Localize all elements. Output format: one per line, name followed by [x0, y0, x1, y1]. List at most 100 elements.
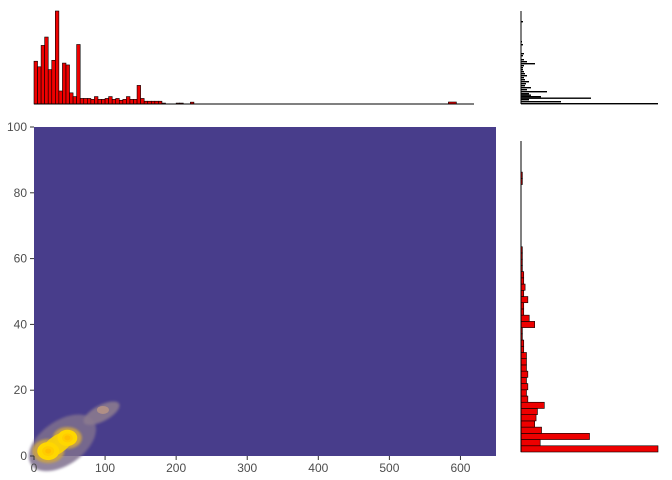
corner-hist-bar	[521, 63, 535, 65]
x-hist-bar	[55, 10, 60, 105]
x-hist-bar	[136, 85, 141, 105]
x-marginal-histogram	[33, 10, 474, 105]
y-hist-bar	[520, 395, 529, 403]
x-hist-bar	[72, 96, 77, 105]
y-hist-bar	[520, 408, 538, 415]
corner-marginal-histogram	[520, 11, 658, 105]
x-tick-label: 0	[31, 461, 38, 475]
corner-hist-bar	[521, 89, 527, 91]
y-hist-bar	[520, 370, 529, 378]
x-hist-bar	[104, 98, 109, 105]
density-bridge	[41, 431, 74, 458]
density-contours	[28, 401, 120, 472]
corner-hist-bar	[521, 91, 547, 93]
x-axis: 0 100 200 300 400 500 600	[31, 456, 471, 475]
y-hist-bar	[520, 426, 542, 434]
x-tick-label: 100	[95, 461, 115, 475]
x-hist-bar	[118, 99, 124, 105]
y-hist-bar	[520, 283, 526, 291]
x-hist-bar	[87, 98, 92, 105]
y-hist-bar	[520, 439, 541, 447]
x-hist-bar	[69, 92, 74, 105]
corner-hist-bar	[521, 93, 529, 95]
corner-hist-bar	[521, 85, 525, 87]
y-hist-bar	[520, 296, 529, 304]
corner-hist-bar	[521, 79, 525, 81]
x-hist-bar	[126, 96, 131, 105]
corner-hist-bar	[521, 65, 524, 67]
y-hist-bar	[520, 352, 527, 360]
corner-hist-bar	[521, 53, 524, 55]
y-hist-bar	[520, 383, 529, 391]
y-hist-bar	[520, 445, 659, 453]
y-hist-bar	[520, 401, 545, 409]
y-axis: 0 20 40 60 80 100	[7, 120, 34, 463]
x-hist-bar	[122, 99, 127, 105]
x-hist-bar	[111, 99, 117, 105]
corner-hist-bar	[521, 103, 658, 105]
y-tick-label: 0	[20, 449, 27, 463]
y-hist-bar	[520, 389, 527, 397]
corner-hist-bar	[521, 55, 523, 57]
corner-hist-bar	[521, 61, 527, 63]
x-hist-bar	[44, 36, 49, 105]
x-hist-bar	[129, 99, 134, 105]
x-tick-label: 600	[450, 461, 470, 475]
corner-hist-bar	[521, 87, 531, 89]
y-marginal-histogram	[520, 141, 659, 453]
y-tick-label: 20	[14, 383, 28, 397]
x-hist-bar	[101, 99, 106, 105]
x-tick-label: 500	[379, 461, 399, 475]
corner-hist-bar	[521, 59, 524, 61]
x-tick-label: 400	[308, 461, 328, 475]
x-hist-bar	[140, 98, 145, 105]
corner-hist-bar	[521, 69, 523, 71]
corner-hist-bar	[521, 96, 541, 98]
corner-hist-bar	[521, 67, 523, 69]
corner-hist-bar	[521, 94, 531, 96]
x-hist-bar	[83, 98, 88, 105]
y-hist-bar	[520, 364, 527, 372]
corner-hist-bar	[521, 83, 526, 85]
y-hist-bar	[520, 414, 537, 422]
corner-hist-bar	[521, 81, 529, 83]
x-hist-bar	[33, 60, 38, 105]
y-hist-bar	[520, 377, 527, 384]
x-tick-label: 300	[237, 461, 257, 475]
x-hist-bar	[37, 66, 42, 105]
y-hist-bar	[520, 433, 590, 440]
x-hist-bar	[51, 59, 56, 105]
x-hist-bar	[58, 90, 63, 105]
corner-hist-bar	[521, 97, 591, 99]
corner-hist-bar	[521, 44, 523, 46]
corner-hist-bar	[521, 71, 524, 73]
x-hist-bar	[62, 62, 67, 105]
corner-hist-bar	[521, 77, 524, 79]
x-hist-bar	[79, 98, 85, 105]
x-hist-bar	[108, 96, 113, 105]
y-hist-bar	[520, 314, 530, 322]
corner-hist-bar	[521, 99, 529, 101]
x-hist-bar	[94, 96, 99, 105]
x-hist-bar	[40, 45, 45, 105]
y-tick-label: 80	[14, 186, 28, 200]
y-hist-bar	[520, 358, 527, 366]
corner-hist-bar	[521, 73, 525, 75]
density-heatmap-panel: 0 100 200 300 400 500 600 0 20 40 60 80 100	[7, 120, 496, 475]
y-hist-bar	[520, 321, 535, 328]
x-hist-bar	[115, 98, 120, 105]
y-tick-label: 40	[14, 317, 28, 331]
x-hist-bar	[90, 99, 95, 105]
y-tick-label: 60	[14, 252, 28, 266]
x-hist-bar	[65, 64, 70, 105]
corner-hist-bar	[521, 75, 527, 77]
x-tick-label: 200	[166, 461, 186, 475]
x-hist-bar	[97, 99, 102, 105]
x-hist-bar	[133, 99, 138, 105]
density-peak-minor-2	[96, 405, 109, 414]
corner-hist-bar	[521, 21, 523, 23]
heatmap-background	[34, 127, 496, 456]
y-tick-label: 100	[7, 120, 27, 134]
x-hist-bar	[76, 44, 81, 105]
